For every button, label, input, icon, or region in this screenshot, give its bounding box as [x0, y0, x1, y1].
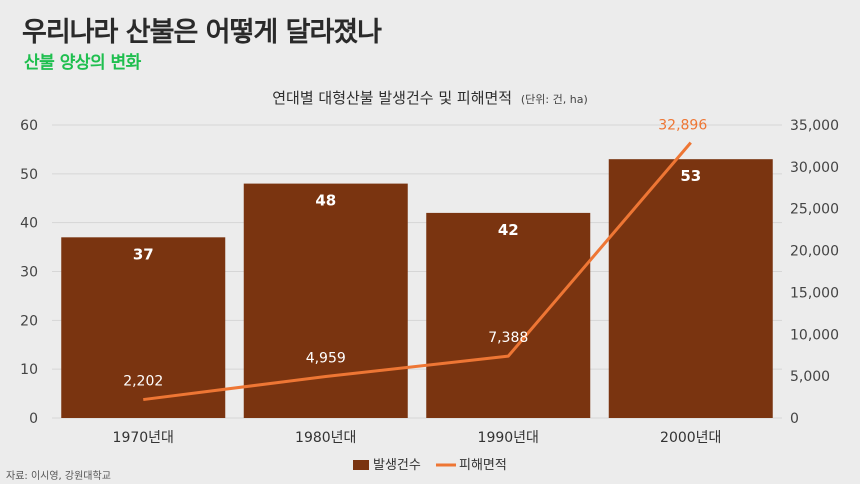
- bar-value-label: 37: [133, 245, 154, 263]
- y-right-tick-label: 30,000: [790, 160, 839, 176]
- bar: [243, 183, 408, 418]
- y-right-tick-label: 5,000: [790, 369, 830, 385]
- bar-value-label: 48: [315, 192, 336, 210]
- legend-label-line: 피해면적: [459, 458, 507, 473]
- chart-title-text: 연대별 대형산불 발생건수 및 피해면적: [272, 89, 513, 107]
- y-left-tick-label: 20: [20, 313, 38, 329]
- source-note: 자료: 이시영, 강원대학교: [6, 471, 111, 482]
- y-right-tick-label: 10,000: [790, 327, 839, 343]
- chart-title: 연대별 대형산불 발생건수 및 피해면적 (단위: 건, ha): [0, 87, 860, 108]
- y-left-tick-label: 60: [20, 118, 38, 134]
- line-series: [143, 141, 692, 402]
- chart-unit: (단위: 건, ha): [520, 93, 588, 106]
- y-left-tick-label: 0: [29, 411, 38, 427]
- y-right-tick-label: 20,000: [790, 244, 839, 260]
- bar: [608, 159, 773, 418]
- bar-value-label: 53: [680, 167, 701, 185]
- page-subtitle: 산불 양상의 변화: [24, 53, 141, 73]
- page-title: 우리나라 산불은 어떻게 달라졌나: [22, 17, 382, 48]
- bar: [426, 212, 591, 418]
- bar-value-label: 42: [498, 221, 519, 239]
- bar: [61, 237, 226, 418]
- line-value-label: 2,202: [123, 374, 163, 390]
- y-right-tick-label: 25,000: [790, 202, 839, 218]
- legend-swatch-bar: [353, 460, 369, 470]
- y-left-tick-label: 50: [20, 167, 38, 183]
- x-tick-label: 2000년대: [660, 430, 721, 446]
- x-tick-label: 1980년대: [295, 430, 356, 446]
- x-tick-label: 1970년대: [113, 430, 174, 446]
- line-value-label: 7,388: [488, 330, 528, 346]
- line-value-label: 32,896: [658, 118, 707, 134]
- legend-label-bar: 발생건수: [373, 458, 421, 473]
- x-tick-label: 1990년대: [478, 430, 539, 446]
- y-left-tick-label: 30: [20, 265, 38, 281]
- y-right-tick-label: 0: [790, 411, 799, 427]
- y-right-tick-label: 35,000: [790, 118, 839, 134]
- y-left-tick-label: 40: [20, 216, 38, 232]
- line-value-label: 4,959: [306, 350, 346, 366]
- y-left-tick-label: 10: [20, 362, 38, 378]
- y-right-tick-label: 15,000: [790, 285, 839, 301]
